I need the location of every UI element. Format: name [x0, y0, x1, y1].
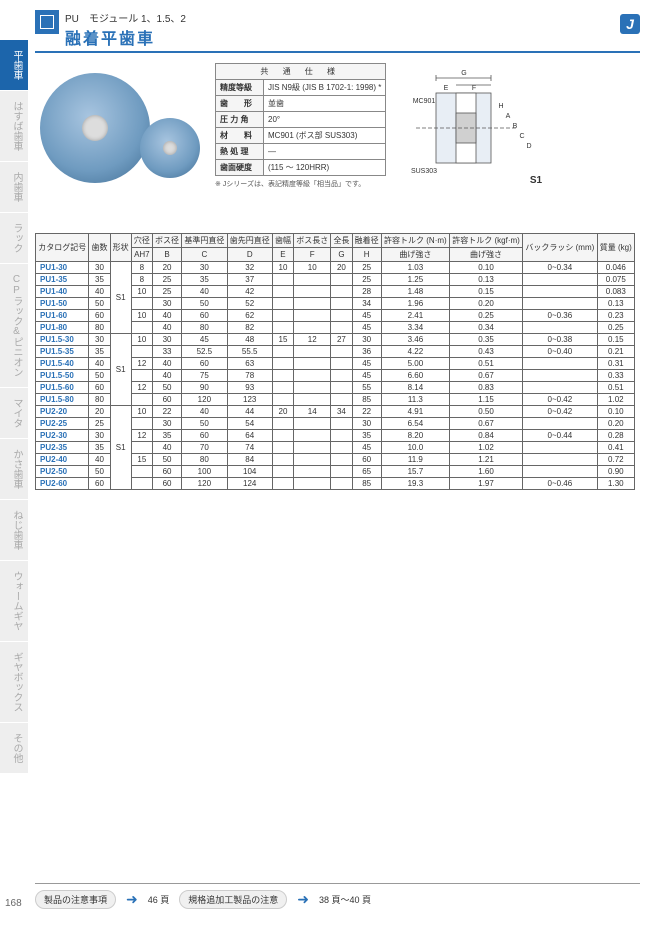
series-badge: J	[620, 14, 640, 34]
spec-val: MC901 (ボス部 SUS303)	[264, 128, 386, 144]
spec-table: 共 通 仕 様 精度等級JIS N9級 (JIS B 1702-1: 1998)…	[215, 63, 386, 176]
catalog-no: PU1.5-35	[36, 346, 89, 358]
catalog-no: PU2-60	[36, 478, 89, 490]
catalog-no: PU2-20	[36, 406, 89, 418]
sidebar-nav: 平歯車はすば歯車内歯車ラックCPラック&ピニオンマイタかさ歯車ねじ歯車ウォームギ…	[0, 40, 28, 774]
spec-key: 歯面硬度	[216, 160, 264, 176]
sidebar-item[interactable]: ウォームギヤ	[0, 561, 28, 642]
catalog-no: PU1.5-80	[36, 394, 89, 406]
sidebar-item[interactable]: マイタ	[0, 388, 28, 439]
document-icon	[35, 10, 59, 34]
catalog-no: PU1-35	[36, 274, 89, 286]
spec-val: —	[264, 144, 386, 160]
spec-note: ※ Jシリーズは、表記精度等級「相当品」です。	[215, 179, 386, 189]
page-number: 168	[5, 898, 22, 909]
spec-block: 共 通 仕 様 精度等級JIS N9級 (JIS B 1702-1: 1998)…	[215, 63, 386, 189]
footer-note-1: 製品の注意事項	[35, 890, 116, 909]
sidebar-item[interactable]: ラック	[0, 213, 28, 264]
spec-caption: 共 通 仕 様	[215, 63, 386, 79]
spec-key: 歯 形	[216, 96, 264, 112]
page-header: PU モジュール 1、1.5、2 融着平歯車 J	[35, 10, 640, 53]
catalog-no: PU1.5-50	[36, 370, 89, 382]
arrow-icon: ➜	[297, 891, 309, 908]
page-footer: 製品の注意事項 ➜ 46 頁 規格追加工製品の注意 ➜ 38 頁～40 頁	[35, 883, 640, 909]
header-title: 融着平歯車	[65, 25, 620, 49]
svg-text:S1: S1	[530, 175, 543, 186]
catalog-no: PU2-50	[36, 466, 89, 478]
footer-page-2: 38 頁～40 頁	[319, 893, 371, 906]
sidebar-item[interactable]: かさ歯車	[0, 439, 28, 500]
svg-text:C: C	[520, 133, 525, 140]
svg-text:F: F	[472, 85, 476, 92]
catalog-no: PU1-60	[36, 310, 89, 322]
catalog-no: PU1.5-30	[36, 334, 89, 346]
catalog-no: PU2-40	[36, 454, 89, 466]
svg-text:A: A	[506, 113, 511, 120]
spec-val: (115 ～ 120HRR)	[264, 160, 386, 176]
spec-val: JIS N9級 (JIS B 1702-1: 1998) *	[264, 80, 386, 96]
spec-key: 熱 処 理	[216, 144, 264, 160]
footer-page-1: 46 頁	[148, 893, 170, 906]
svg-text:G: G	[462, 70, 467, 77]
header-subtitle: PU モジュール 1、1.5、2	[65, 10, 620, 25]
sidebar-item[interactable]: 平歯車	[0, 40, 28, 91]
catalog-no: PU1.5-40	[36, 358, 89, 370]
dimension-table: カタログ記号歯数形状穴径ボス径基準円直径歯先円直径歯幅ボス長さ全長融着径許容トル…	[35, 233, 635, 490]
catalog-no: PU2-25	[36, 418, 89, 430]
catalog-no: PU1-40	[36, 286, 89, 298]
sidebar-item[interactable]: その他	[0, 723, 28, 774]
sidebar-item[interactable]: はすば歯車	[0, 91, 28, 162]
catalog-no: PU1-50	[36, 298, 89, 310]
catalog-no: PU2-35	[36, 442, 89, 454]
catalog-no: PU1.5-60	[36, 382, 89, 394]
arrow-icon: ➜	[126, 891, 138, 908]
spec-val: 並歯	[264, 96, 386, 112]
svg-text:B: B	[513, 123, 518, 130]
spec-key: 精度等級	[216, 80, 264, 96]
footer-note-2: 規格追加工製品の注意	[179, 890, 287, 909]
spec-val: 20°	[264, 112, 386, 128]
svg-text:H: H	[499, 103, 504, 110]
sidebar-item[interactable]: 内歯車	[0, 162, 28, 213]
spec-key: 圧 力 角	[216, 112, 264, 128]
sidebar-item[interactable]: ねじ歯車	[0, 500, 28, 561]
catalog-no: PU2-30	[36, 430, 89, 442]
svg-text:SUS303: SUS303	[411, 168, 437, 175]
sidebar-item[interactable]: ギヤボックス	[0, 642, 28, 723]
product-photo	[35, 63, 205, 193]
svg-text:E: E	[444, 85, 449, 92]
svg-text:D: D	[527, 143, 532, 150]
catalog-no: PU1-30	[36, 262, 89, 274]
sidebar-item[interactable]: CPラック&ピニオン	[0, 264, 28, 388]
catalog-no: PU1-80	[36, 322, 89, 334]
spec-key: 材 料	[216, 128, 264, 144]
dimension-diagram: G E F MC901 SUS303 H A B C D S1	[396, 63, 546, 193]
svg-text:MC901: MC901	[413, 98, 436, 105]
